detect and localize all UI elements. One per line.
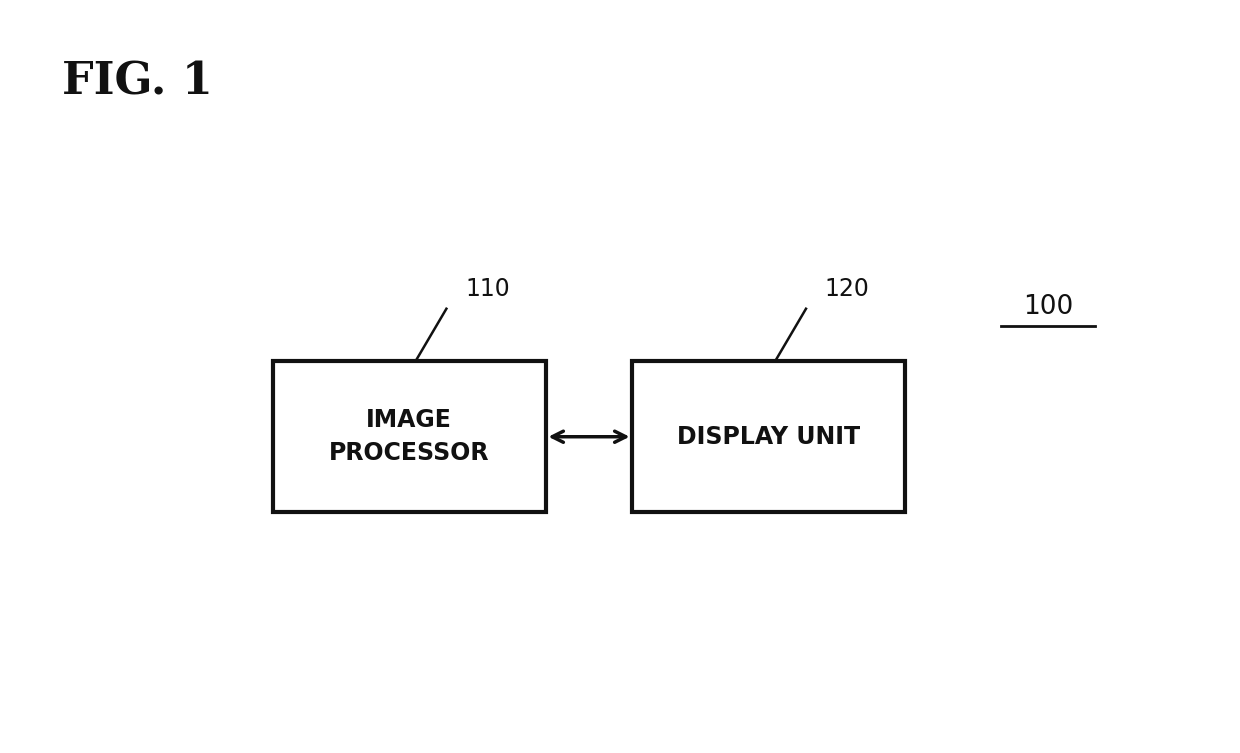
Text: DISPLAY UNIT: DISPLAY UNIT bbox=[677, 425, 861, 449]
Text: 110: 110 bbox=[465, 277, 510, 301]
Text: IMAGE
PROCESSOR: IMAGE PROCESSOR bbox=[329, 408, 490, 465]
Bar bbox=[632, 361, 905, 512]
Text: FIG. 1: FIG. 1 bbox=[62, 60, 213, 103]
Bar bbox=[273, 361, 546, 512]
Text: 100: 100 bbox=[1023, 294, 1073, 320]
Text: 120: 120 bbox=[825, 277, 869, 301]
